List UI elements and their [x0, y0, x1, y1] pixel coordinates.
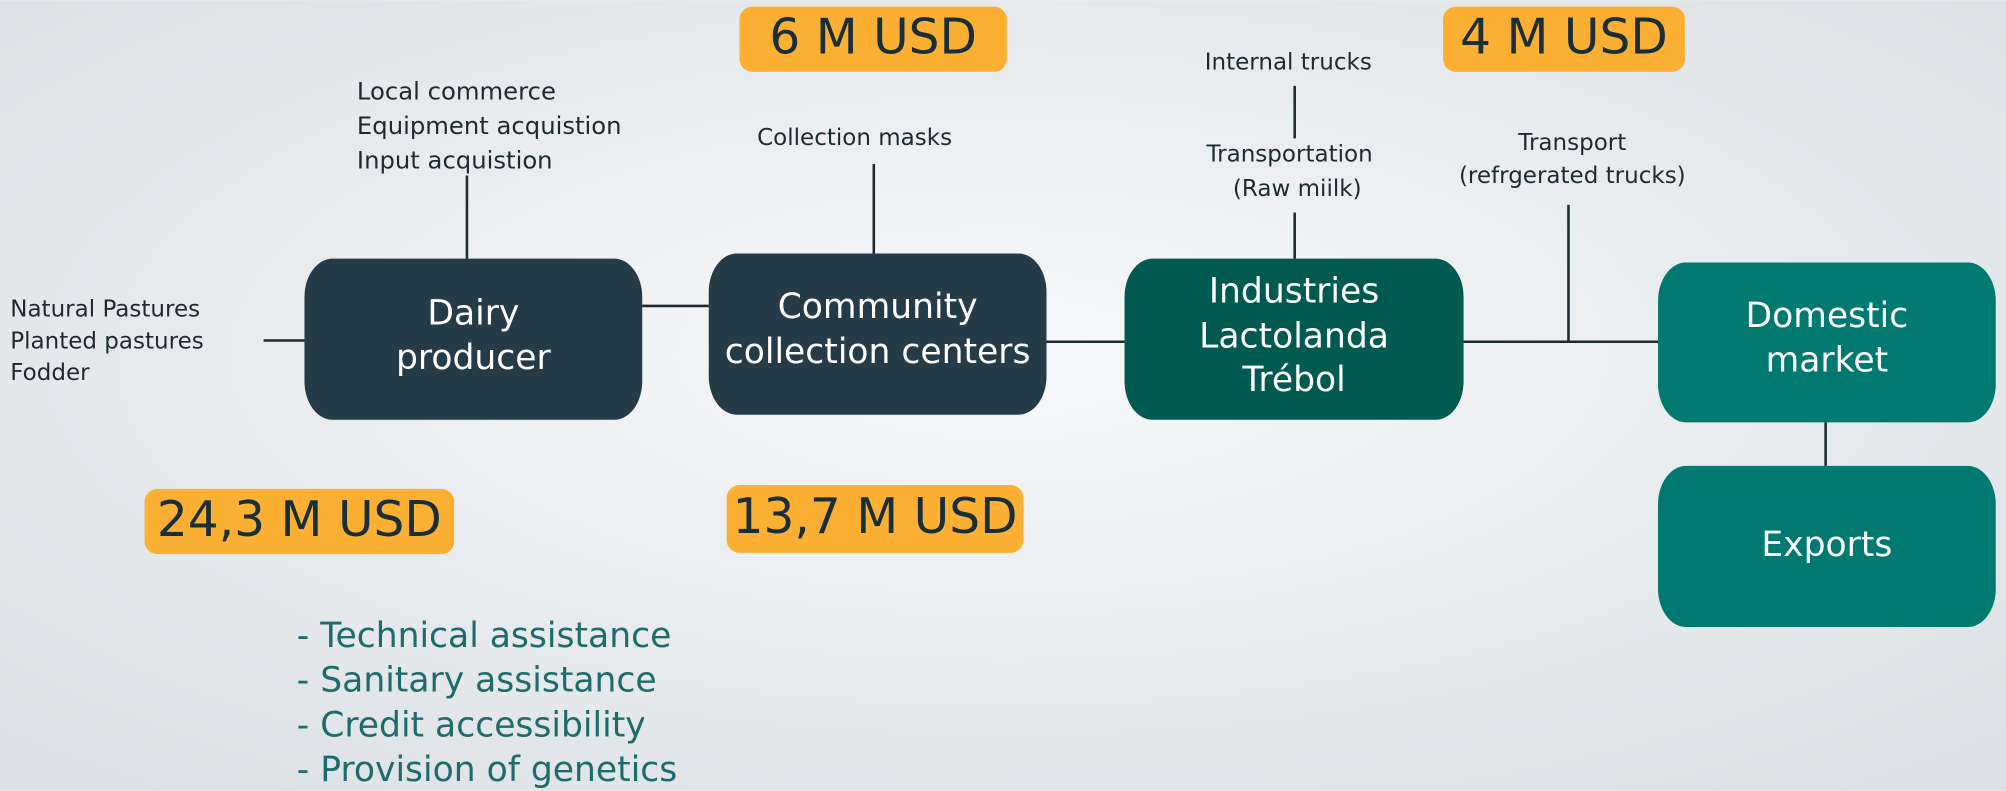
node-box	[1658, 465, 1996, 628]
value-badge	[739, 6, 1007, 72]
connectors	[263, 85, 1827, 466]
badge-label: 4 M USD	[1460, 9, 1668, 65]
value-badge	[144, 488, 455, 555]
node-label: Community	[778, 287, 978, 327]
node-box	[1658, 262, 1996, 423]
annotation: Input acquistion	[357, 145, 553, 174]
badge-label: 24,3 M USD	[157, 492, 442, 548]
node-label: Lactolanda	[1199, 316, 1389, 356]
badge-label: 13,7 M USD	[733, 489, 1018, 545]
input-label: Fodder	[10, 360, 90, 386]
node-box	[1124, 258, 1464, 420]
service-item: - Technical assistance	[297, 616, 672, 656]
annotation: Equipment acquistion	[357, 111, 622, 140]
node-label: Dairy	[427, 293, 519, 333]
value-badge	[726, 485, 1024, 553]
annotation: Collection masks	[757, 125, 952, 151]
annotation: Local commerce	[357, 76, 556, 105]
service-item: - Credit accessibility	[297, 705, 646, 745]
node-label: producer	[396, 338, 552, 378]
input-label: Planted pastures	[10, 328, 204, 354]
annotation: Transportation	[1205, 141, 1372, 167]
node-label: collection centers	[725, 332, 1031, 372]
annotation: (refrgerated trucks)	[1459, 163, 1686, 189]
node-label: market	[1766, 341, 1889, 381]
node-box	[304, 258, 643, 420]
badge-label: 6 M USD	[769, 9, 977, 65]
node-label: Industries	[1209, 272, 1379, 312]
node-box	[708, 253, 1047, 415]
annotation: Transport	[1517, 130, 1626, 156]
node-label: Trébol	[1241, 360, 1345, 400]
service-item: - Provision of genetics	[297, 750, 677, 790]
service-item: - Sanitary assistance	[297, 661, 657, 701]
annotation: (Raw miilk)	[1233, 176, 1362, 202]
node-label: Domestic	[1746, 296, 1909, 336]
input-label: Natural Pastures	[10, 296, 200, 322]
value-badge	[1443, 6, 1685, 72]
node-label: Exports	[1761, 525, 1892, 565]
annotation: Internal trucks	[1205, 49, 1372, 75]
